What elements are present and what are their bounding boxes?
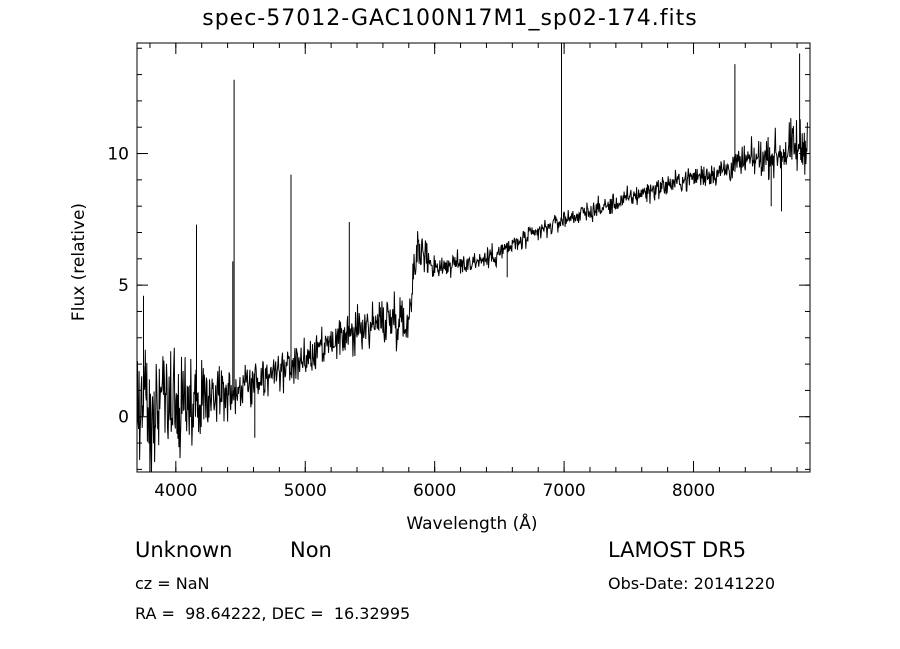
plot-frame [136,42,811,473]
x-tick-label: 5000 [284,481,327,501]
x-tick-label: 7000 [542,481,585,501]
redshift-label: cz = NaN [135,574,210,593]
x-axis-label: Wavelength (Å) [406,512,537,534]
survey-label: LAMOST DR5 [608,538,747,562]
spectrum-series [136,43,808,473]
y-axis-label: Flux (relative) [69,203,89,321]
y-tick-label: 10 [107,145,129,165]
y-tick-label: 5 [118,276,129,296]
spectrum-line [136,43,808,473]
x-tick-label: 4000 [154,481,197,501]
chart-title: spec-57012-GAC100N17M1_sp02-174.fits [202,6,698,31]
coordinates-label: RA = 98.64222, DEC = 16.32995 [135,604,411,623]
observation-date-label: Obs-Date: 20141220 [608,574,776,593]
object-class-label: Unknown [135,538,233,562]
x-tick-label: 8000 [672,481,715,501]
object-subclass-label: Non [290,538,332,562]
y-tick-label: 0 [118,408,129,428]
x-tick-label: 6000 [413,481,456,501]
axis-tick-labels: 4000 5000 6000 7000 8000 0 5 10 [107,145,715,501]
